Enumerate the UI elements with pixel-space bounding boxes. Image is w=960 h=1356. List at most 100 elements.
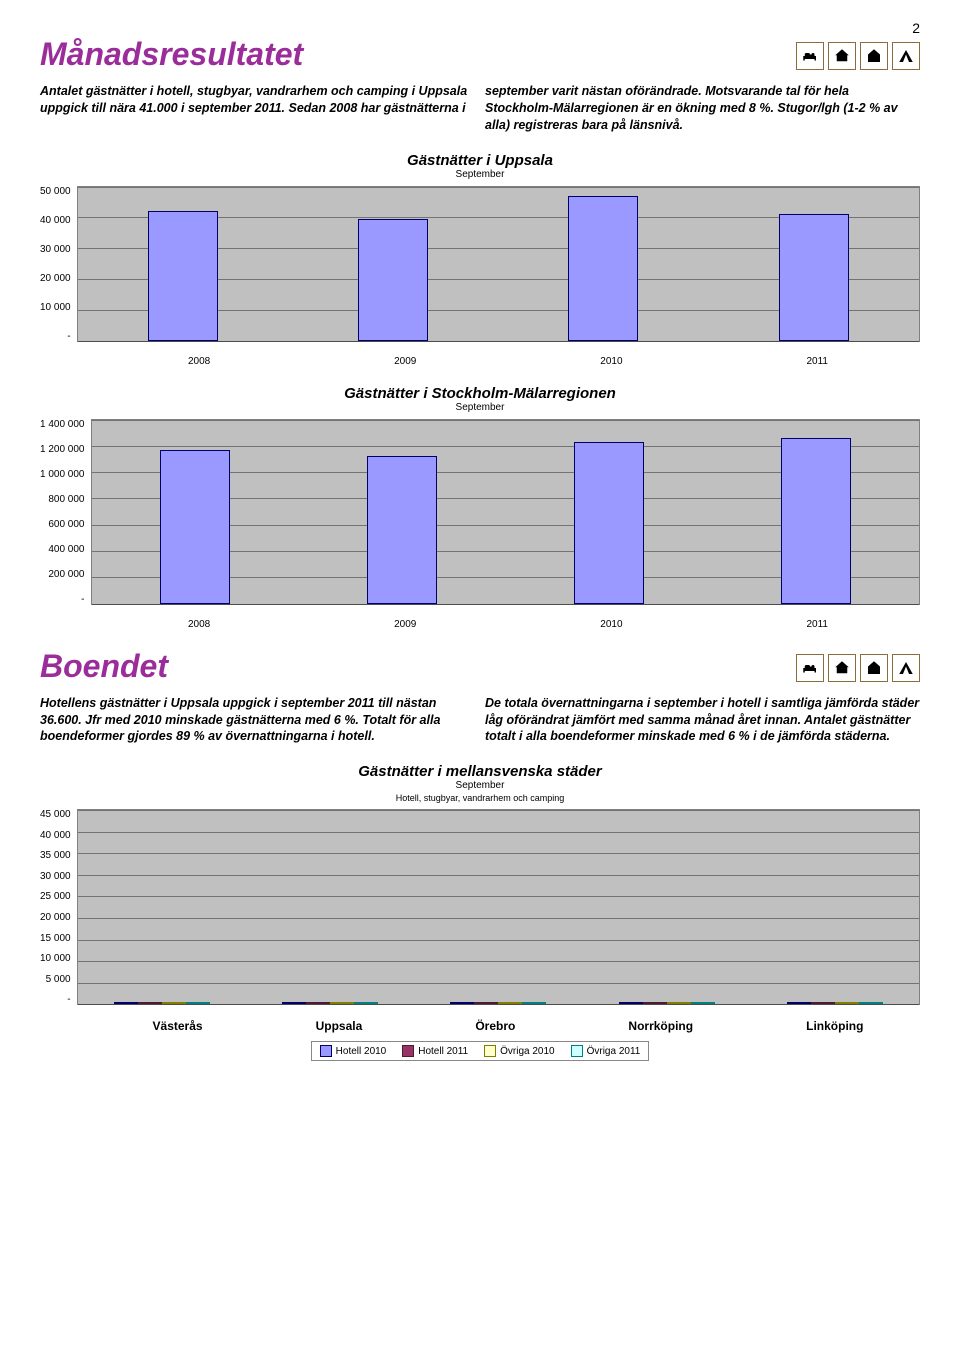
hostel-icon — [860, 42, 888, 70]
bar — [835, 1002, 859, 1004]
chart2-y-axis: 1 400 0001 200 0001 000 000800 000600 00… — [40, 419, 91, 619]
y-tick: 50 000 — [40, 186, 71, 197]
bar — [162, 1002, 186, 1004]
chart1-x-axis: 2008200920102011 — [40, 356, 920, 367]
legend-swatch — [402, 1045, 414, 1057]
icon-row-1 — [796, 42, 920, 70]
chart1-y-axis: 50 000 40 000 30 000 20 000 10 000 - — [40, 186, 77, 356]
bar-group — [114, 1002, 210, 1004]
legend-label: Övriga 2010 — [500, 1046, 554, 1057]
x-label: 2008 — [188, 619, 210, 630]
x-label: Linköping — [806, 1019, 863, 1033]
bar — [619, 1002, 643, 1004]
x-label: 2010 — [600, 619, 622, 630]
y-tick: 1 400 000 — [40, 419, 85, 430]
bar — [522, 1002, 546, 1004]
y-tick: - — [67, 994, 70, 1005]
x-label: Västerås — [153, 1019, 203, 1033]
bar — [367, 456, 437, 603]
page-number: 2 — [40, 20, 920, 36]
chart3-y-axis: 45 00040 00035 00030 00025 00020 00015 0… — [40, 809, 77, 1019]
chart3-title: Gästnätter i mellansvenska städer — [40, 763, 920, 780]
legend-label: Hotell 2010 — [336, 1046, 387, 1057]
chart1-subtitle: September — [40, 169, 920, 180]
chart2: Gästnätter i Stockholm-Mälarregionen Sep… — [40, 385, 920, 630]
tent-icon — [892, 42, 920, 70]
icon-row-2 — [796, 654, 920, 682]
section1-title: Månadsresultatet — [40, 36, 303, 73]
chart2-subtitle: September — [40, 402, 920, 413]
y-tick: - — [67, 331, 70, 342]
y-tick: 40 000 — [40, 215, 71, 226]
legend-swatch — [320, 1045, 332, 1057]
y-tick: 30 000 — [40, 244, 71, 255]
x-label: 2009 — [394, 356, 416, 367]
bar — [498, 1002, 522, 1004]
hostel-icon — [860, 654, 888, 682]
chart3: Gästnätter i mellansvenska städer Septem… — [40, 763, 920, 1061]
y-tick: 10 000 — [40, 302, 71, 313]
y-tick: 20 000 — [40, 912, 71, 923]
chart3-legend: Hotell 2010 Hotell 2011 Övriga 2010 Övriga … — [311, 1041, 650, 1061]
section2-title: Boendet — [40, 648, 168, 685]
house-icon — [828, 42, 856, 70]
section1-header: Månadsresultatet — [40, 36, 920, 83]
y-tick: 20 000 — [40, 273, 71, 284]
y-tick: 40 000 — [40, 830, 71, 841]
chart1-plot — [77, 186, 920, 342]
bar — [186, 1002, 210, 1004]
chart1-title: Gästnätter i Uppsala — [40, 152, 920, 169]
legend-item: Övriga 2011 — [571, 1045, 641, 1057]
bar — [474, 1002, 498, 1004]
y-tick: 15 000 — [40, 933, 71, 944]
section2-body: Hotellens gästnätter i Uppsala uppgick i… — [40, 695, 920, 746]
legend-label: Övriga 2011 — [587, 1046, 641, 1057]
legend-item: Övriga 2010 — [484, 1045, 554, 1057]
bar — [148, 211, 218, 340]
chart3-subtitle: September — [40, 780, 920, 791]
chart3-x-axis: Västerås Uppsala Örebro Norrköping Linköping — [40, 1019, 920, 1033]
y-tick: 600 000 — [48, 519, 84, 530]
chart3-plot — [77, 809, 920, 1005]
bar — [787, 1002, 811, 1004]
y-tick: 800 000 — [48, 494, 84, 505]
bar-group — [619, 1002, 715, 1004]
bar — [667, 1002, 691, 1004]
bar — [282, 1002, 306, 1004]
x-label: 2009 — [394, 619, 416, 630]
chart2-x-axis: 2008 2009 2010 2011 — [40, 619, 920, 630]
section2-left-text: Hotellens gästnätter i Uppsala uppgick i… — [40, 695, 475, 746]
x-label: 2011 — [806, 619, 828, 630]
x-label: 2011 — [806, 356, 828, 367]
x-label: Örebro — [475, 1019, 515, 1033]
bed-icon — [796, 42, 824, 70]
bed-icon — [796, 654, 824, 682]
y-tick: 5 000 — [46, 974, 71, 985]
bar — [568, 196, 638, 341]
x-label: Norrköping — [628, 1019, 693, 1033]
y-tick: 45 000 — [40, 809, 71, 820]
legend-item: Hotell 2011 — [402, 1045, 468, 1057]
bar — [781, 438, 851, 604]
x-label: Uppsala — [316, 1019, 363, 1033]
legend-item: Hotell 2010 — [320, 1045, 387, 1057]
x-label: 2010 — [600, 356, 622, 367]
bar — [574, 442, 644, 604]
section1-left-text: Antalet gästnätter i hotell, stugbyar, v… — [40, 83, 475, 134]
section2-right-span: De totala övernattningarna i september i… — [485, 696, 919, 744]
bar-group — [282, 1002, 378, 1004]
section1-right-text: september varit nästan oförändrade. Mots… — [485, 83, 920, 134]
chart3-note: Hotell, stugbyar, vandrarhem och camping — [40, 793, 920, 803]
bar — [450, 1002, 474, 1004]
legend-swatch — [571, 1045, 583, 1057]
bar — [691, 1002, 715, 1004]
bar — [779, 214, 849, 340]
bar — [114, 1002, 138, 1004]
y-tick: - — [81, 594, 84, 605]
bar — [306, 1002, 330, 1004]
y-tick: 10 000 — [40, 953, 71, 964]
y-tick: 400 000 — [48, 544, 84, 555]
bar — [354, 1002, 378, 1004]
chart1: Gästnätter i Uppsala September 50 000 40 … — [40, 152, 920, 367]
y-tick: 1 000 000 — [40, 469, 85, 480]
